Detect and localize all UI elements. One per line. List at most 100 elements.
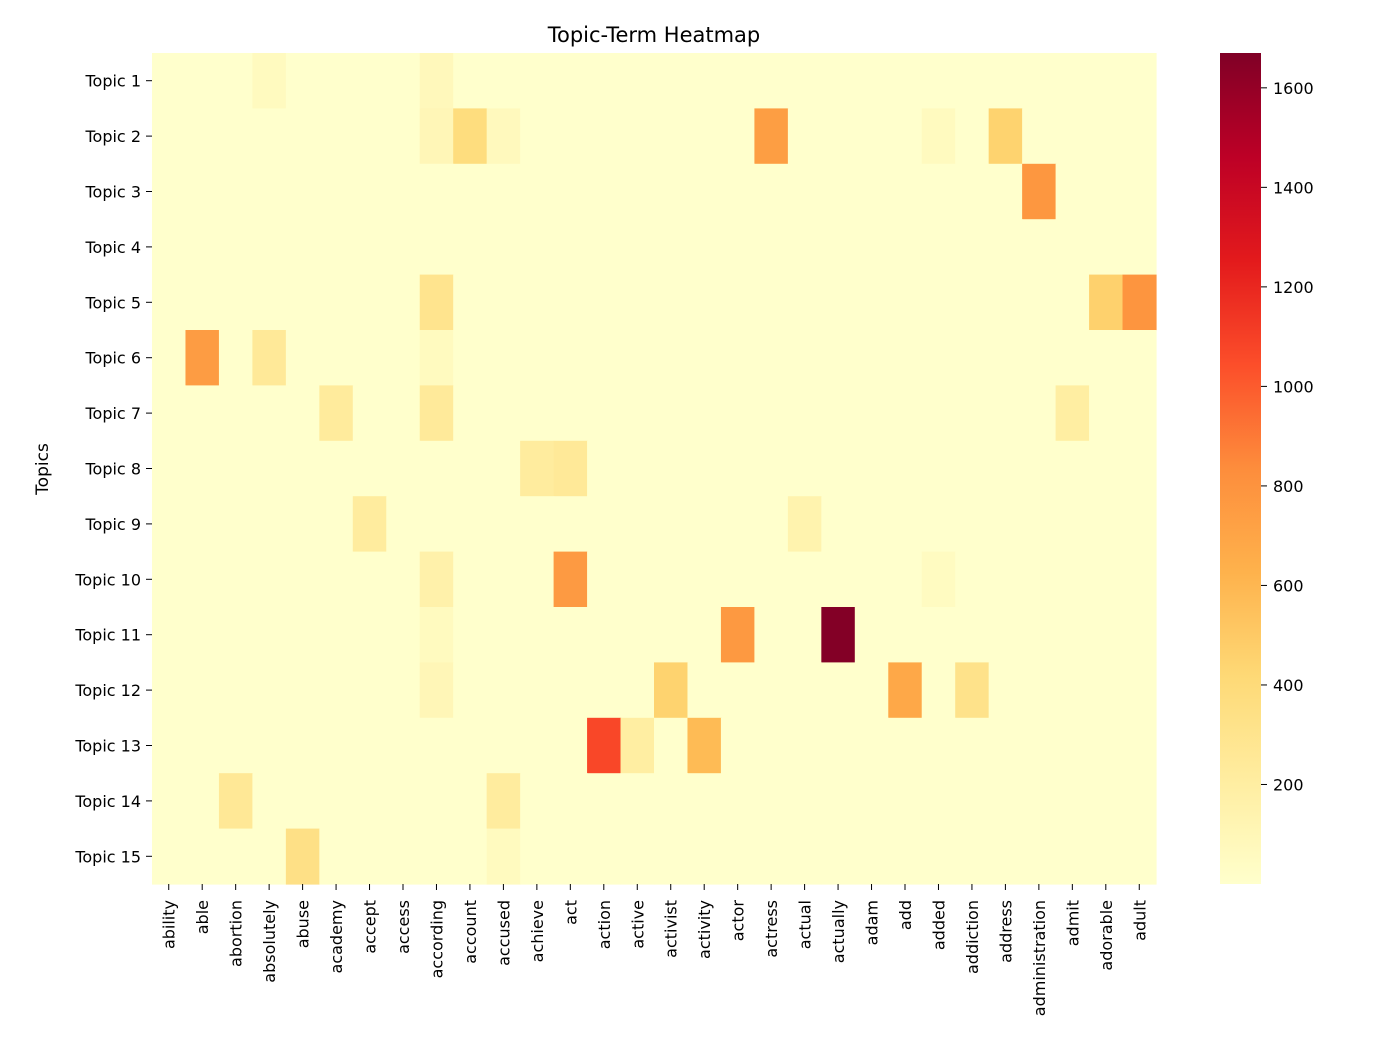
y-tick-label: Topic 14: [74, 792, 141, 811]
heatmap-cell: [620, 551, 655, 608]
heatmap-cell: [218, 551, 253, 608]
heatmap-cell: [620, 717, 655, 774]
heatmap-cell: [888, 440, 923, 497]
heatmap-cell: [1089, 607, 1124, 663]
heatmap-cell: [687, 440, 722, 497]
heatmap-cell: [1022, 108, 1057, 165]
heatmap-cell: [553, 773, 588, 830]
heatmap-cell: [486, 330, 521, 386]
heatmap-cell: [152, 385, 187, 442]
heatmap-cell: [854, 440, 889, 497]
heatmap-cell: [821, 551, 856, 608]
heatmap-cell: [854, 163, 889, 220]
heatmap-cell: [520, 551, 555, 608]
heatmap-cell: [553, 662, 588, 719]
heatmap-cell: [821, 330, 856, 386]
heatmap-cell: [654, 496, 689, 553]
heatmap-cell: [1122, 330, 1157, 386]
heatmap-cell: [1055, 717, 1090, 774]
heatmap-cell: [252, 108, 287, 165]
heatmap-cell: [486, 163, 521, 220]
heatmap-cell: [955, 440, 990, 497]
heatmap-cell: [486, 828, 521, 885]
heatmap-cell: [587, 385, 622, 442]
y-tick-label: Topic 12: [74, 681, 141, 700]
x-tick-label: actor: [729, 900, 748, 942]
heatmap-cell: [520, 607, 555, 663]
heatmap-cell: [955, 662, 990, 719]
heatmap-cell: [988, 53, 1023, 109]
heatmap-cell: [386, 717, 421, 774]
heatmap-cell: [386, 828, 421, 885]
heatmap-cell: [754, 828, 789, 885]
heatmap-cell: [152, 773, 187, 830]
heatmap-cell: [921, 330, 956, 386]
heatmap-cell: [352, 108, 387, 165]
heatmap-cell: [1089, 717, 1124, 774]
heatmap-cell: [285, 717, 320, 774]
heatmap-cell: [419, 440, 454, 497]
heatmap-cell: [152, 108, 187, 165]
heatmap-cell: [1122, 551, 1157, 608]
x-tick-label: abortion: [227, 900, 246, 967]
colorbar-tick-label: 800: [1273, 477, 1304, 496]
heatmap-cell: [252, 274, 287, 331]
heatmap-cell: [218, 274, 253, 331]
heatmap-cell: [520, 330, 555, 386]
heatmap-cell: [218, 607, 253, 663]
heatmap-cell: [955, 551, 990, 608]
heatmap-cell: [620, 330, 655, 386]
heatmap-cell: [252, 330, 287, 386]
heatmap-cell: [1089, 773, 1124, 830]
heatmap-cell: [988, 330, 1023, 386]
heatmap-cell: [419, 717, 454, 774]
heatmap-cell: [285, 330, 320, 386]
heatmap-cell: [787, 828, 822, 885]
heatmap-cell: [319, 440, 354, 497]
heatmap-cell: [754, 163, 789, 220]
heatmap-cell: [486, 274, 521, 331]
heatmap-cell: [654, 330, 689, 386]
heatmap-cell: [955, 496, 990, 553]
heatmap-cell: [285, 828, 320, 885]
heatmap-cell: [754, 717, 789, 774]
heatmap-cell: [152, 330, 187, 386]
x-tick-label: adam: [863, 900, 882, 945]
heatmap-cell: [486, 385, 521, 442]
x-tick-label: according: [427, 900, 446, 978]
heatmap-cell: [453, 607, 488, 663]
heatmap-cell: [1055, 496, 1090, 553]
heatmap-cell: [1055, 551, 1090, 608]
heatmap-cell: [218, 662, 253, 719]
heatmap-cell: [486, 773, 521, 830]
heatmap-cell: [955, 385, 990, 442]
heatmap-cell: [419, 828, 454, 885]
x-tick-label: achieve: [528, 900, 547, 962]
heatmap-cell: [988, 163, 1023, 220]
heatmap-cell: [720, 773, 755, 830]
heatmap-cell: [1089, 274, 1124, 331]
heatmap-cell: [218, 385, 253, 442]
heatmap-cell: [754, 274, 789, 331]
heatmap-cell: [821, 496, 856, 553]
colorbar-tick-label: 1000: [1273, 377, 1314, 396]
heatmap-cell: [1122, 607, 1157, 663]
heatmap-cell: [955, 773, 990, 830]
heatmap-cell: [152, 163, 187, 220]
heatmap-cell: [1055, 53, 1090, 109]
heatmap-cell: [888, 219, 923, 276]
heatmap-cell: [486, 440, 521, 497]
heatmap-cell: [285, 607, 320, 663]
heatmap-cell: [152, 551, 187, 608]
heatmap-cell: [955, 607, 990, 663]
heatmap-cell: [185, 53, 220, 109]
heatmap-cell: [520, 274, 555, 331]
heatmap-cell: [386, 607, 421, 663]
heatmap-cell: [352, 496, 387, 553]
heatmap-cell: [821, 773, 856, 830]
colorbar-tick-label: 1600: [1273, 79, 1314, 98]
heatmap-cell: [988, 496, 1023, 553]
heatmap-cell: [1122, 440, 1157, 497]
heatmap-cell: [854, 551, 889, 608]
heatmap-cell: [520, 53, 555, 109]
